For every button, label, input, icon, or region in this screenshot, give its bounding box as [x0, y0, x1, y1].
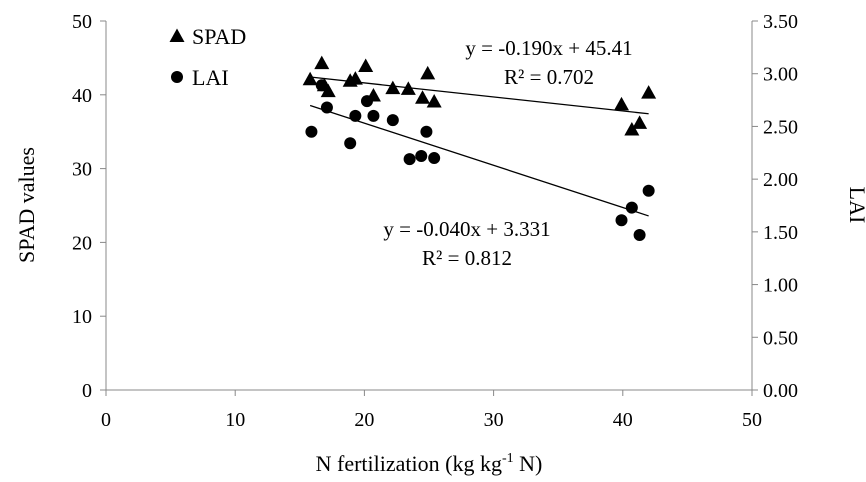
x-axis-title-main: N fertilization (kg kg [316, 451, 502, 476]
y-tick-label: 10 [72, 306, 92, 328]
legend-marker-lai-shape [171, 71, 183, 83]
point-lai [320, 101, 333, 114]
point-spad [614, 96, 630, 111]
point-spad [624, 121, 640, 136]
point-lai [344, 137, 357, 150]
x-tick-label: 40 [613, 409, 633, 431]
y-axis-title: SPAD values [14, 147, 39, 263]
trendlines [309, 76, 649, 217]
x-axis-title: N fertilization (kg kg-1 N) [316, 451, 543, 476]
ticks: 0 10 20 30 40 50010203040500.000.501.001.502.… [72, 11, 798, 431]
y-tick-label: 40 [72, 85, 92, 107]
point-spad [302, 71, 318, 86]
legend-marker-spad [169, 28, 185, 42]
x-tick-label: 50 [742, 409, 762, 431]
y2-tick-label: 3.00 [763, 64, 798, 86]
y2-tick-label: 0.00 [763, 380, 798, 402]
legend-label-lai: LAI [192, 65, 229, 90]
point-lai [349, 109, 362, 122]
spad-equation: y = -0.190x + 45.41 R² = 0.702 [465, 36, 632, 89]
point-spad [426, 93, 442, 108]
point-lai [360, 95, 373, 108]
legend-marker-lai [171, 71, 183, 83]
y-tick-label: 20 [72, 232, 92, 254]
y2-tick-label: 2.50 [763, 116, 798, 138]
data-points [302, 55, 657, 242]
point-spad [320, 83, 336, 98]
lai-equation-text: y = -0.040x + 3.331 [383, 217, 550, 241]
spad-equation-text: y = -0.190x + 45.41 [465, 36, 632, 60]
point-spad [415, 90, 431, 104]
point-spad [385, 80, 401, 95]
point-spad [400, 81, 416, 95]
point-lai [386, 114, 399, 127]
point-lai [415, 149, 428, 162]
y2-tick-label: 1.50 [763, 222, 798, 244]
x-tick-label: 20 [354, 409, 374, 431]
axes [105, 21, 753, 391]
point-lai [367, 109, 380, 122]
lai-equation: y = -0.040x + 3.331 R² = 0.812 [383, 217, 550, 270]
legend: SPAD LAI [169, 24, 246, 90]
point-spad [641, 85, 657, 99]
y-tick-label: 30 [72, 159, 92, 181]
point-lai [420, 125, 433, 138]
point-lai [305, 125, 318, 138]
x-tick-label: 0 [101, 409, 111, 431]
x-axis-title-tail: N) [514, 451, 543, 476]
point-lai [403, 153, 416, 166]
point-spad [314, 55, 330, 70]
point-lai [633, 229, 646, 242]
trendline-lai [309, 104, 649, 217]
x-tick-label: 30 [484, 409, 504, 431]
y2-tick-label: 3.50 [763, 11, 798, 33]
legend-marker-spad-shape [169, 28, 185, 42]
point-spad [420, 65, 436, 80]
x-tick-label: 10 [225, 409, 245, 431]
point-lai [428, 152, 441, 165]
y2-tick-label: 1.00 [763, 275, 798, 297]
point-lai [625, 201, 638, 214]
y2-tick-label: 0.50 [763, 327, 798, 349]
y2-tick-label: 2.00 [763, 169, 798, 191]
point-lai [642, 184, 655, 197]
point-spad [347, 71, 363, 85]
point-lai [315, 79, 328, 92]
spad-r2-text: R² = 0.702 [504, 65, 594, 89]
y2-axis-title: LAI [845, 187, 866, 224]
point-spad [632, 115, 648, 129]
legend-label-spad: SPAD [192, 24, 246, 49]
y-tick-label: 50 [72, 11, 92, 33]
point-lai [615, 214, 628, 227]
trendline-spad [310, 76, 649, 115]
point-spad [358, 58, 374, 73]
x-axis-title-superscript: -1 [502, 451, 514, 466]
lai-r2-text: R² = 0.812 [422, 246, 512, 270]
y-tick-label: 0 [82, 380, 92, 402]
